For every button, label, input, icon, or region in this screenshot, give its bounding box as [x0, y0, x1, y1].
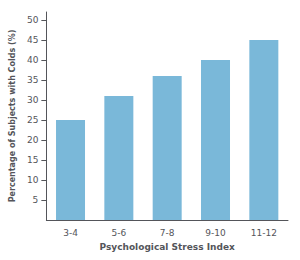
svg-text:25: 25	[27, 115, 38, 125]
svg-text:7-8: 7-8	[160, 228, 175, 238]
svg-text:9-10: 9-10	[205, 228, 226, 238]
svg-text:35: 35	[27, 75, 38, 85]
svg-text:5-6: 5-6	[111, 228, 126, 238]
svg-text:20: 20	[27, 135, 39, 145]
svg-text:10: 10	[27, 175, 39, 185]
svg-text:Percentage of Subjects with Co: Percentage of Subjects with Colds (%)	[8, 30, 17, 203]
svg-text:5: 5	[33, 195, 39, 205]
svg-text:50: 50	[27, 15, 39, 25]
svg-text:15: 15	[27, 155, 38, 165]
svg-text:Psychological Stress Index: Psychological Stress Index	[100, 242, 235, 252]
svg-text:40: 40	[27, 55, 39, 65]
svg-text:30: 30	[27, 95, 39, 105]
svg-text:11-12: 11-12	[251, 228, 277, 238]
svg-text:3-4: 3-4	[63, 228, 78, 238]
svg-text:45: 45	[27, 35, 38, 45]
